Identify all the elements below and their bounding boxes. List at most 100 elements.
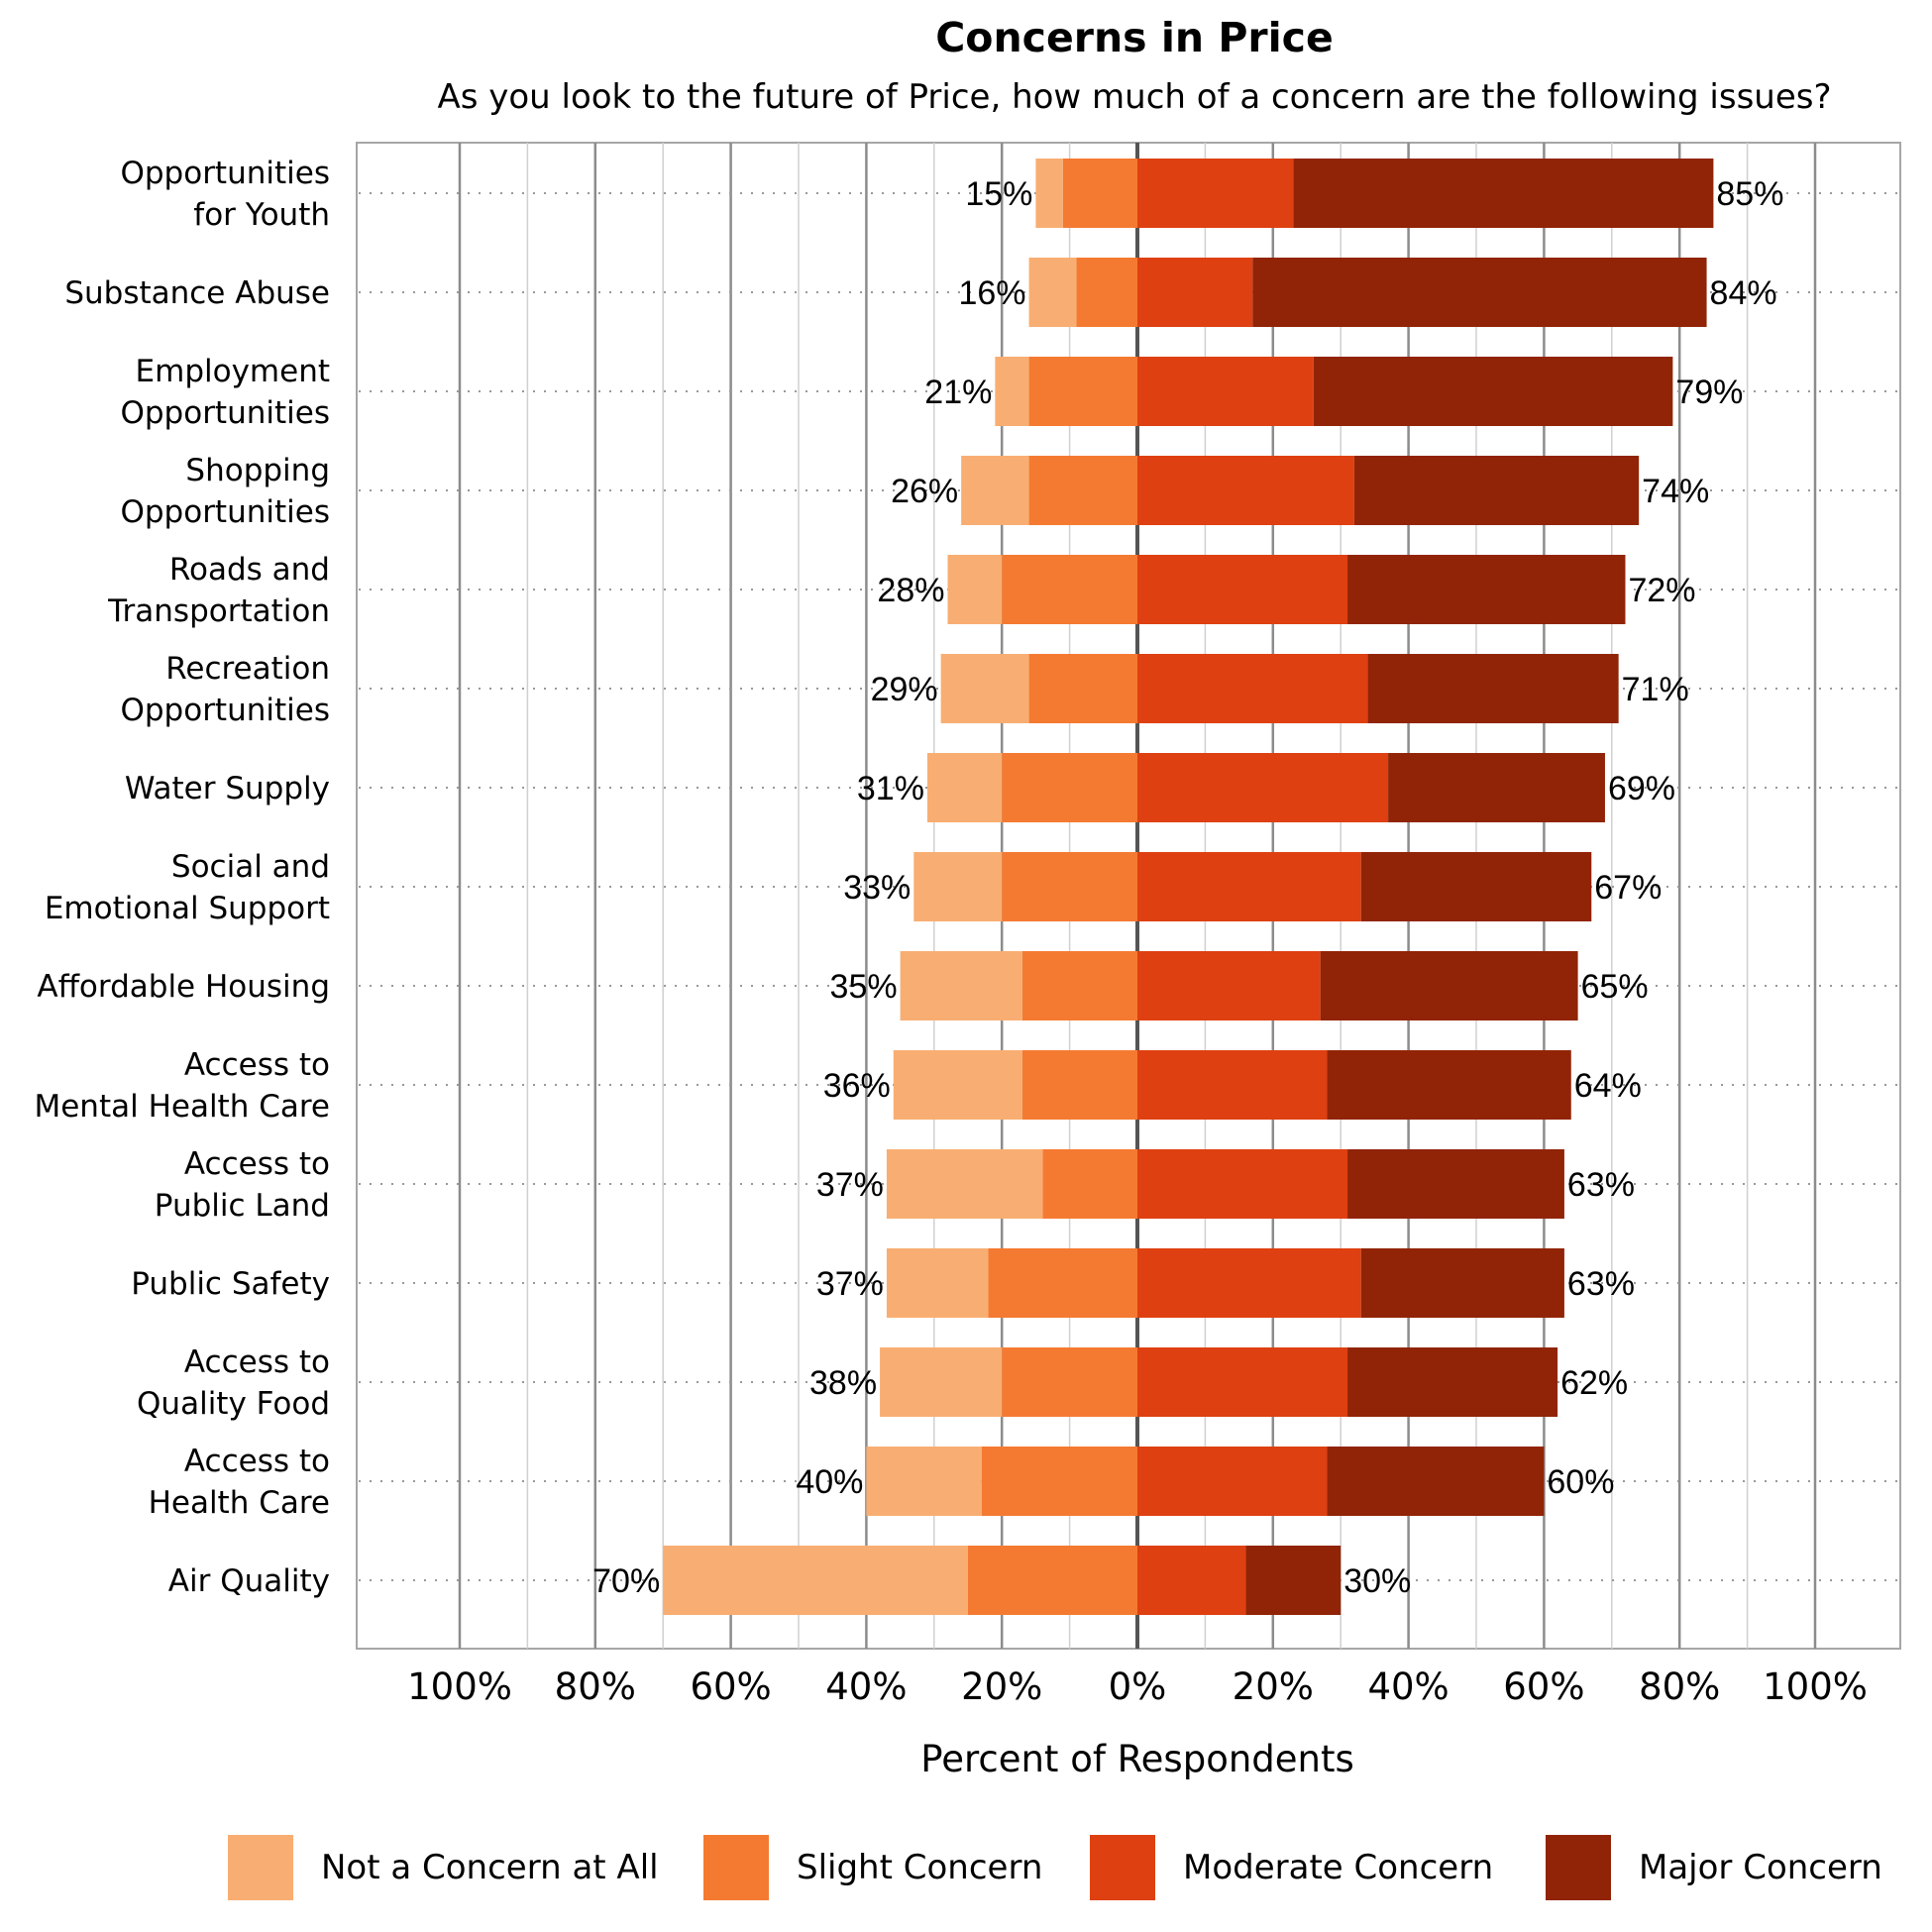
bar-not-a-concern-at-all — [893, 1050, 1022, 1120]
category-label: Access to Public Land — [155, 1146, 330, 1224]
left-total-label: 31% — [857, 770, 924, 807]
bar-not-a-concern-at-all — [961, 456, 1029, 525]
legend-swatch — [1546, 1835, 1611, 1900]
category-label: Water Supply — [125, 771, 330, 806]
right-total-label: 72% — [1628, 572, 1695, 609]
bar-moderate-concern — [1137, 258, 1253, 327]
bar-slight-concern — [1021, 1050, 1137, 1120]
bar-slight-concern — [1028, 456, 1137, 525]
bar-not-a-concern-at-all — [926, 753, 1003, 822]
legend-label: Moderate Concern — [1183, 1848, 1494, 1887]
category-label-line: Opportunities — [120, 693, 330, 728]
left-total-label: 38% — [809, 1364, 877, 1402]
bar-moderate-concern — [1137, 1050, 1328, 1120]
left-total-label: 16% — [958, 274, 1025, 312]
right-total-label: 30% — [1343, 1562, 1411, 1600]
category-label-line: Opportunities — [120, 156, 330, 191]
bar-slight-concern — [1021, 951, 1137, 1020]
category-label: Shopping Opportunities — [120, 453, 330, 530]
bar-major-concern — [1367, 654, 1619, 723]
bar-moderate-concern — [1137, 1546, 1246, 1615]
bar-not-a-concern-at-all — [1035, 159, 1063, 228]
bar-slight-concern — [1002, 753, 1137, 822]
x-tick-label: 0% — [1109, 1665, 1167, 1708]
right-total-label: 63% — [1567, 1166, 1635, 1204]
bar-slight-concern — [1076, 258, 1137, 327]
bar-moderate-concern — [1137, 555, 1348, 624]
left-total-label: 37% — [816, 1166, 884, 1204]
left-total-label: 70% — [592, 1562, 660, 1600]
category-label-line: Transportation — [107, 593, 330, 629]
bars — [663, 159, 1714, 1615]
x-tick-label: 20% — [1233, 1665, 1314, 1708]
data-labels: 15% 85% 16% 84% 21% 79% 26% 74% 28% 72% 29% 71% 31% 6… — [592, 175, 1783, 1600]
right-total-label: 74% — [1642, 473, 1709, 510]
category-label-line: Opportunities — [120, 395, 330, 431]
category-label-line: Quality Food — [137, 1386, 330, 1422]
category-label-line: Access to — [184, 1444, 330, 1479]
category-label-line: Shopping — [185, 453, 330, 488]
category-label: Affordable Housing — [37, 969, 330, 1005]
bar-major-concern — [1353, 456, 1640, 525]
chart-title: Concerns in Price — [935, 14, 1334, 61]
chart-subtitle: As you look to the future of Price, how … — [437, 77, 1832, 117]
category-label: Public Safety — [131, 1266, 330, 1302]
category-labels: Opportunities for Youth Substance Abuse Emp… — [34, 156, 330, 1599]
x-tick-label: 80% — [1639, 1665, 1720, 1708]
right-total-label: 71% — [1622, 671, 1689, 708]
left-total-label: 35% — [830, 968, 898, 1006]
category-label: Social and Emotional Support — [45, 849, 330, 926]
left-total-label: 36% — [823, 1067, 891, 1105]
legend-label: Slight Concern — [797, 1848, 1043, 1887]
right-total-label: 62% — [1560, 1364, 1628, 1402]
category-label: Access to Mental Health Care — [34, 1047, 330, 1125]
bar-major-concern — [1388, 753, 1605, 822]
right-total-label: 84% — [1710, 274, 1777, 312]
bar-slight-concern — [1028, 357, 1137, 426]
category-label-line: for Youth — [193, 197, 330, 233]
bar-major-concern — [1347, 1347, 1558, 1417]
category-label-line: Roads and — [169, 552, 330, 588]
bar-major-concern — [1360, 1248, 1564, 1318]
category-label-line: Emotional Support — [45, 891, 330, 926]
legend: Not a Concern at All Slight Concern Modera… — [0, 1835, 1932, 1904]
x-tick-label: 60% — [1503, 1665, 1584, 1708]
bar-moderate-concern — [1137, 951, 1321, 1020]
bar-slight-concern — [1042, 1149, 1137, 1219]
category-label: Recreation Opportunities — [120, 651, 330, 728]
left-total-label: 37% — [816, 1265, 884, 1303]
left-total-label: 28% — [877, 572, 944, 609]
legend-item: Moderate Concern — [1090, 1835, 1493, 1900]
bar-not-a-concern-at-all — [866, 1447, 982, 1516]
left-total-label: 33% — [843, 869, 911, 907]
category-label: Employment Opportunities — [120, 354, 330, 431]
bar-moderate-concern — [1137, 852, 1361, 921]
bar-slight-concern — [1028, 654, 1137, 723]
bar-not-a-concern-at-all — [1028, 258, 1077, 327]
category-label: Air Quality — [168, 1563, 330, 1599]
x-tick-labels: 100% 80% 60% 40% 20% 0% 20% 40% 60% 80% 100% — [407, 1665, 1868, 1708]
legend-item: Not a Concern at All — [228, 1835, 659, 1900]
category-label-line: Recreation — [165, 651, 330, 687]
legend-swatch — [1090, 1835, 1155, 1900]
right-total-label: 79% — [1675, 374, 1743, 411]
category-label-line: Mental Health Care — [34, 1089, 330, 1125]
x-tick-label: 60% — [690, 1665, 771, 1708]
legend-swatch — [703, 1835, 769, 1900]
bar-not-a-concern-at-all — [995, 357, 1029, 426]
bar-moderate-concern — [1137, 357, 1314, 426]
category-label-line: Social and — [171, 849, 330, 885]
bar-slight-concern — [1062, 159, 1137, 228]
legend-label: Not a Concern at All — [321, 1848, 659, 1887]
bar-major-concern — [1347, 555, 1626, 624]
right-total-label: 63% — [1567, 1265, 1635, 1303]
bar-slight-concern — [988, 1248, 1137, 1318]
left-total-label: 21% — [924, 374, 992, 411]
category-label-line: Employment — [136, 354, 330, 389]
bar-major-concern — [1320, 951, 1578, 1020]
category-label-line: Water Supply — [125, 771, 330, 806]
bar-major-concern — [1327, 1447, 1545, 1516]
bar-not-a-concern-at-all — [886, 1248, 989, 1318]
bar-not-a-concern-at-all — [913, 852, 1003, 921]
bar-not-a-concern-at-all — [940, 654, 1029, 723]
